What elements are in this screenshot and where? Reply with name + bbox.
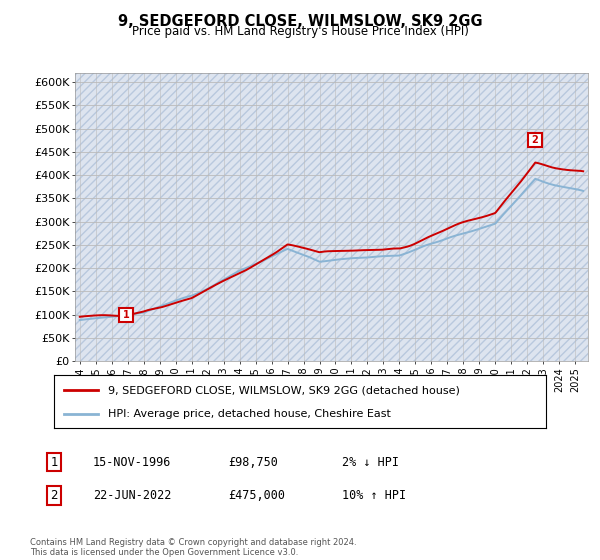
Text: Contains HM Land Registry data © Crown copyright and database right 2024.
This d: Contains HM Land Registry data © Crown c… xyxy=(30,538,356,557)
Text: 1: 1 xyxy=(122,310,129,320)
Text: Price paid vs. HM Land Registry's House Price Index (HPI): Price paid vs. HM Land Registry's House … xyxy=(131,25,469,38)
Text: 1: 1 xyxy=(50,455,58,469)
Text: 2: 2 xyxy=(532,136,538,145)
Text: £98,750: £98,750 xyxy=(228,455,278,469)
Text: 22-JUN-2022: 22-JUN-2022 xyxy=(93,489,172,502)
Text: 2: 2 xyxy=(50,489,58,502)
Text: £475,000: £475,000 xyxy=(228,489,285,502)
Text: HPI: Average price, detached house, Cheshire East: HPI: Average price, detached house, Ches… xyxy=(108,408,391,418)
Text: 10% ↑ HPI: 10% ↑ HPI xyxy=(342,489,406,502)
Text: 9, SEDGEFORD CLOSE, WILMSLOW, SK9 2GG (detached house): 9, SEDGEFORD CLOSE, WILMSLOW, SK9 2GG (d… xyxy=(108,385,460,395)
Text: 2% ↓ HPI: 2% ↓ HPI xyxy=(342,455,399,469)
Text: 15-NOV-1996: 15-NOV-1996 xyxy=(93,455,172,469)
Text: 9, SEDGEFORD CLOSE, WILMSLOW, SK9 2GG: 9, SEDGEFORD CLOSE, WILMSLOW, SK9 2GG xyxy=(118,14,482,29)
